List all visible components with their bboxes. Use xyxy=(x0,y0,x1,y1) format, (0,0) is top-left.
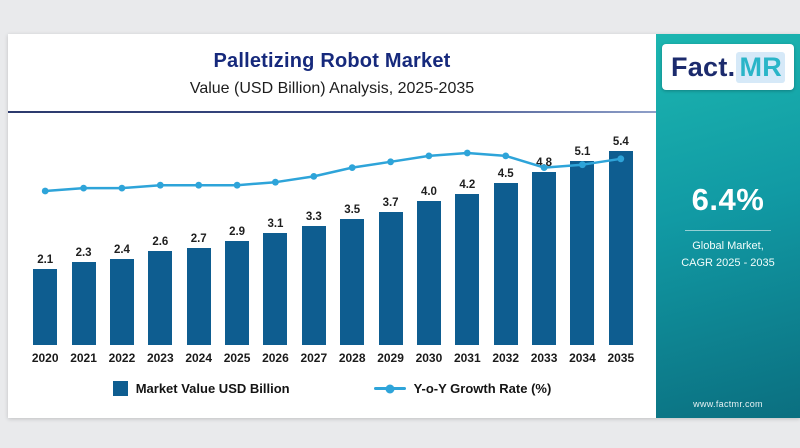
bar xyxy=(608,150,633,345)
bar-value-label: 4.0 xyxy=(420,186,437,198)
factmr-logo: Fact. MR xyxy=(662,44,794,90)
bar xyxy=(301,226,326,345)
x-axis-label: 2029 xyxy=(377,351,404,365)
cagr-caption-line1: Global Market, xyxy=(692,240,764,252)
bar-column: 2.6 xyxy=(141,127,179,345)
bar-value-label: 3.3 xyxy=(305,211,322,224)
legend-item-market-value: Market Value USD Billion xyxy=(112,381,290,396)
bar xyxy=(340,219,365,345)
bar-value-label: 2.7 xyxy=(190,232,207,245)
bar xyxy=(455,193,480,345)
legend-line-dot-icon xyxy=(385,384,395,393)
bar-value-label: 3.5 xyxy=(344,204,361,216)
bar xyxy=(416,201,441,345)
legend-line-label: Y-o-Y Growth Rate (%) xyxy=(413,381,552,396)
bar-column: 5.4 xyxy=(602,127,640,345)
bar-value-label: 3.7 xyxy=(382,196,399,209)
cagr-value: 6.4% xyxy=(691,182,765,217)
bar-value-label: 5.1 xyxy=(574,146,591,159)
chart-title: Palletizing Robot Market xyxy=(213,50,451,72)
bar-value-label: 2.6 xyxy=(152,236,169,249)
x-axis-label: 2020 xyxy=(31,351,59,365)
bar xyxy=(71,262,96,345)
infographic-card: Palletizing Robot Market Value (USD Bill… xyxy=(8,34,800,418)
legend-item-growth-rate: Y-o-Y Growth Rate (%) xyxy=(373,381,552,396)
bar-value-label: 5.4 xyxy=(612,135,629,148)
bar xyxy=(225,240,250,345)
bar-value-label: 2.9 xyxy=(229,225,246,238)
x-axis-label: 2026 xyxy=(262,351,289,365)
x-axis-label: 2031 xyxy=(453,351,481,365)
bar-column: 5.1 xyxy=(563,127,601,345)
x-axis-label: 2035 xyxy=(607,351,635,365)
bar-column: 4.0 xyxy=(410,127,448,345)
bar-column: 3.3 xyxy=(295,127,333,345)
bars-row: 2.1 2.3 2.4 2.6 2.7 2.9 3.1 3.3 3.5 3.7 4.0 4.2 4.5 4… xyxy=(26,127,640,345)
brand-side-panel: Fact. MR 6.4% Global Market, CAGR 2025 - … xyxy=(656,34,800,418)
bar-value-label: 4.2 xyxy=(459,178,476,191)
logo-dot-text: . xyxy=(727,51,736,82)
bar xyxy=(148,251,173,345)
bar-column: 2.3 xyxy=(64,127,102,345)
legend-line-icon xyxy=(373,384,406,393)
bar-value-label: 2.4 xyxy=(113,243,130,256)
bar-column: 2.1 xyxy=(26,127,64,345)
x-axis-label: 2021 xyxy=(70,351,97,365)
bar xyxy=(493,183,518,345)
plot-area: 2.1 2.3 2.4 2.6 2.7 2.9 3.1 3.3 3.5 3.7 4.0 4.2 4.5 4… xyxy=(26,127,640,345)
bar-column: 4.2 xyxy=(448,127,486,345)
bar-value-label: 4.8 xyxy=(536,157,553,170)
chart-legend: Market Value USD Billion Y-o-Y Growth Ra… xyxy=(8,381,656,396)
logo-mr-text: MR xyxy=(736,51,786,83)
cagr-caption-line2: CAGR 2025 - 2035 xyxy=(681,257,775,270)
x-axis-label: 2032 xyxy=(492,351,520,365)
x-axis-label: 2024 xyxy=(185,351,213,365)
bar xyxy=(186,247,211,345)
bar-column: 3.7 xyxy=(371,127,409,345)
bar xyxy=(33,269,58,345)
bar xyxy=(378,211,403,345)
bar-value-label: 4.5 xyxy=(497,168,514,180)
cagr-caption: Global Market, CAGR 2025 - 2035 xyxy=(656,238,800,272)
legend-bar-swatch xyxy=(112,381,128,396)
bar-value-label: 3.1 xyxy=(267,218,284,231)
x-axis-label: 2034 xyxy=(569,351,596,365)
bar-column: 3.5 xyxy=(333,127,371,345)
legend-bar-label: Market Value USD Billion xyxy=(135,381,290,396)
bar-column: 2.9 xyxy=(218,127,256,345)
bar-column: 4.5 xyxy=(487,127,525,345)
title-divider xyxy=(8,111,656,113)
x-axis-label: 2028 xyxy=(338,351,366,365)
chart-area: Palletizing Robot Market Value (USD Bill… xyxy=(8,34,656,418)
x-axis-label: 2023 xyxy=(146,351,174,365)
bar-column: 2.4 xyxy=(103,127,141,345)
bar-column: 4.8 xyxy=(525,127,563,345)
x-axis-label: 2025 xyxy=(223,351,251,365)
bar xyxy=(109,258,134,345)
cagr-divider xyxy=(685,230,771,231)
x-axis-label: 2022 xyxy=(108,351,136,365)
chart-subtitle: Value (USD Billion) Analysis, 2025-2035 xyxy=(189,80,475,97)
bar-value-label: 2.3 xyxy=(75,247,92,260)
x-axis-label: 2027 xyxy=(300,351,328,365)
bar-column: 2.7 xyxy=(180,127,218,345)
bar-column: 3.1 xyxy=(256,127,294,345)
logo-fact-text: Fact xyxy=(670,51,728,82)
x-axis-label: 2030 xyxy=(415,351,443,365)
bar xyxy=(570,161,595,345)
bar-value-label: 2.1 xyxy=(37,254,54,267)
bar xyxy=(532,172,557,345)
website-url: www.factmr.com xyxy=(693,399,763,409)
bar xyxy=(263,233,288,345)
x-axis-labels: 2020 2021 2022 2023 2024 2025 2026 2027 2028 2029… xyxy=(26,351,640,365)
x-axis-label: 2033 xyxy=(530,351,558,365)
